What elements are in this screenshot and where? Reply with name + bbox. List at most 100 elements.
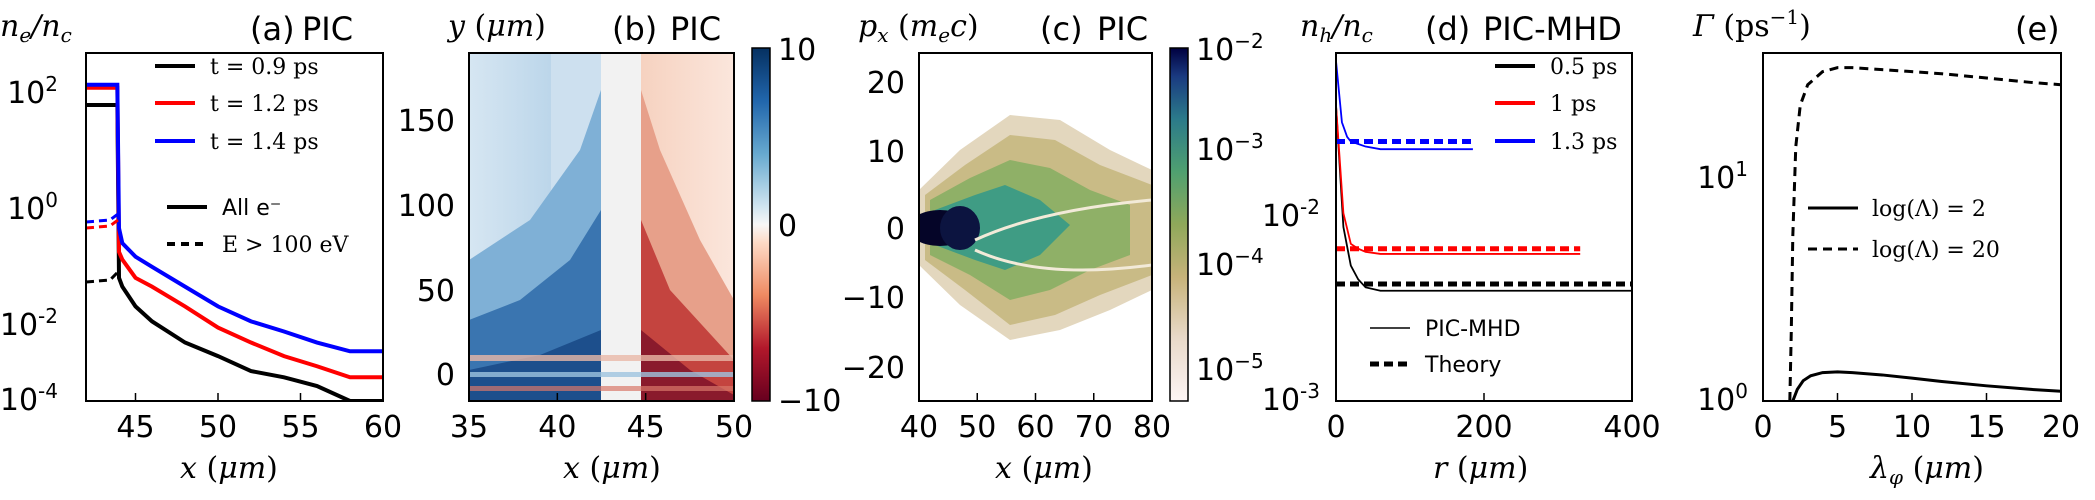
- panel-c-colorbar: [1169, 47, 1189, 402]
- legend-d-1: 1 ps: [1550, 92, 1596, 117]
- panel-b-cbar-tick-0: 10: [778, 33, 816, 68]
- panel-e-ylabel: Γ (ps−1): [1692, 5, 1811, 44]
- panel-c-ytick-2: 0: [886, 212, 905, 247]
- x-tick-label: 40: [538, 410, 576, 445]
- panel-d-title: PIC-MHD: [1483, 10, 1622, 48]
- x-tick-label: 80: [1133, 410, 1171, 445]
- legend-t12: t = 1.2 ps: [210, 92, 319, 117]
- panel-e-ytick-1: 100: [1697, 379, 1748, 418]
- x-tick-label: 50: [715, 410, 753, 445]
- panel-a-ytick-1: 100: [7, 188, 58, 227]
- panel-b-ytick-1: 100: [398, 189, 455, 224]
- panel-b-cbar-tick-2: −10: [778, 384, 841, 419]
- legend-all-e: All e⁻: [222, 196, 281, 221]
- panel-e-y-ticks: 101 100: [1697, 157, 1748, 418]
- x-tick-label: 45: [627, 410, 665, 445]
- x-tick-label: 0: [1326, 410, 1345, 445]
- panel-c-label: (c): [1040, 10, 1083, 48]
- x-tick-label: 10: [1893, 410, 1931, 445]
- x-tick-label: 5: [1828, 410, 1847, 445]
- panel-b-heatmap: [469, 53, 734, 401]
- panel-d-ytick-0: 10-2: [1262, 195, 1320, 234]
- panel-e-ytick-0: 101: [1697, 157, 1748, 196]
- panel-c: 40 50 60 70 80 20 10 0 −10 −20 px (mec) (c) …: [842, 9, 1264, 486]
- panel-d-x-ticks: 0 200 400: [1326, 393, 1661, 445]
- panel-d-legend: 0.5 ps 1 ps 1.3 ps PIC-MHD Theory: [1370, 55, 1617, 378]
- panel-b-colorbar: [751, 47, 771, 402]
- x-tick-label: 50: [199, 410, 237, 445]
- panel-e-plot-area: [1788, 66, 2061, 401]
- panel-b-frame: [468, 52, 735, 402]
- panel-a-ytick-3: 10-4: [0, 379, 58, 418]
- panel-c-ytick-4: −20: [842, 351, 905, 386]
- panel-e: 0 5 10 15 20 101 100 Γ (ps−1) (e) λφ (μm) lo…: [1692, 5, 2080, 489]
- x-tick-label: 400: [1603, 410, 1660, 445]
- panel-e-label: (e): [2015, 10, 2060, 48]
- x-tick-label: 0: [1753, 410, 1772, 445]
- panel-d-plot-area: [1336, 60, 1632, 292]
- panel-d-y-ticks: 10-2 10-3: [1262, 195, 1320, 418]
- panel-b-x-ticks: 35 40 45 50: [450, 393, 753, 445]
- panel-c-cbar-tick-1: 10−3: [1196, 129, 1264, 168]
- legend-d-05: 0.5 ps: [1550, 55, 1617, 80]
- panel-a-label: (a): [250, 10, 295, 48]
- panel-c-ytick-3: −10: [842, 281, 905, 316]
- panel-c-cbar-tick-3: 10−5: [1196, 349, 1264, 388]
- panel-c-ytick-0: 20: [867, 66, 905, 101]
- panel-c-x-ticks: 40 50 60 70 80: [900, 393, 1171, 445]
- pic-mhd-line-2: [1336, 60, 1473, 151]
- legend-e-20: log(Λ) = 20: [1872, 238, 2000, 263]
- x-tick-label: 15: [1967, 410, 2005, 445]
- panel-b-ytick-3: 0: [436, 358, 455, 393]
- panel-c-y-ticks: 20 10 0 −10 −20: [842, 66, 905, 386]
- panel-b-ytick-2: 50: [417, 274, 455, 309]
- series-line-1: [86, 85, 383, 380]
- x-tick-label: 55: [281, 410, 319, 445]
- panel-a-xlabel: x (μm): [180, 451, 278, 486]
- panel-b: 35 40 45 50 150 100 50 0 y (μm) (b) PIC x (…: [398, 9, 842, 486]
- panel-a-ytick-2: 10-2: [0, 304, 58, 343]
- panel-a-ytick-0: 102: [7, 72, 58, 111]
- panel-b-ylabel: y (μm): [446, 9, 546, 44]
- x-tick-label: 70: [1075, 410, 1113, 445]
- x-tick-label: 45: [116, 410, 154, 445]
- pic-mhd-line-1: [1336, 105, 1581, 255]
- gamma-line-1: [1788, 66, 2061, 401]
- gamma-line-0: [1791, 370, 2061, 401]
- panel-a-legend: t = 0.9 ps t = 1.2 ps t = 1.4 ps All e⁻ …: [155, 55, 349, 258]
- panel-e-legend: log(Λ) = 2 log(Λ) = 20: [1808, 197, 2000, 263]
- panel-e-xlabel: λφ (μm): [1869, 451, 1984, 489]
- panel-d-ylabel: nh/nc: [1300, 9, 1373, 47]
- legend-d-picmhd: PIC-MHD: [1425, 317, 1521, 342]
- legend-t09: t = 0.9 ps: [210, 55, 319, 80]
- x-tick-label: 60: [364, 410, 402, 445]
- x-tick-label: 60: [1016, 410, 1054, 445]
- legend-e-2: log(Λ) = 2: [1872, 197, 1986, 222]
- panel-b-cbar-tick-1: 0: [778, 209, 797, 244]
- x-tick-label: 40: [900, 410, 938, 445]
- panel-e-frame: [1762, 52, 2062, 402]
- panel-c-heatmap: [919, 53, 1152, 401]
- panel-d: 0 200 400 10-2 10-3 nh/nc (d) PIC-MHD r (μ…: [1262, 9, 1661, 486]
- x-tick-label: 200: [1455, 410, 1512, 445]
- panel-a-title: PIC: [302, 10, 353, 48]
- panel-d-ytick-1: 10-3: [1262, 379, 1320, 418]
- panel-c-ytick-1: 10: [867, 135, 905, 170]
- panel-d-xlabel: r (μm): [1433, 451, 1528, 486]
- panel-c-cbar-tick-0: 10−2: [1196, 29, 1264, 68]
- panel-c-cbar-tick-2: 10−4: [1196, 244, 1264, 283]
- panel-b-xlabel: x (μm): [563, 451, 661, 486]
- panel-a: 45 50 55 60 102 100 10-2 10-4 ne/nc (a) PIC…: [0, 9, 402, 486]
- series-line-0: [86, 102, 383, 401]
- panel-b-label: (b): [612, 10, 657, 48]
- panel-c-ylabel: px (mec): [858, 9, 979, 47]
- panel-a-x-ticks: 45 50 55 60: [116, 393, 402, 445]
- panel-c-cbar-ticks: 10−2 10−3 10−4 10−5: [1196, 29, 1264, 388]
- pic-mhd-line-0: [1336, 105, 1632, 292]
- panel-a-ylabel: ne/nc: [0, 9, 72, 47]
- panel-c-title: PIC: [1097, 10, 1148, 48]
- panel-b-title: PIC: [670, 10, 721, 48]
- panel-d-label: (d): [1425, 10, 1470, 48]
- legend-d-theory: Theory: [1424, 353, 1501, 378]
